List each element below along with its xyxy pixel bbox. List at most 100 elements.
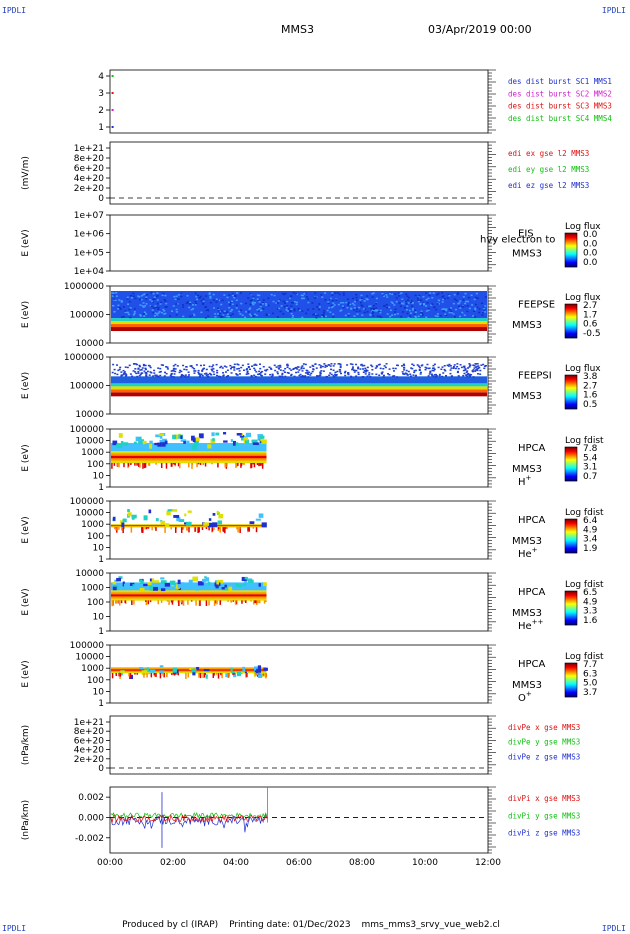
corner-label-bl: IPDLI <box>2 924 27 933</box>
panel-hpca_o-spacecraft: MMS3 <box>512 680 542 691</box>
panel-hpca_hepp-inst: HPCA <box>518 587 546 598</box>
x-tick-label: 12:00 <box>475 858 501 868</box>
corner-label-tl: IPDLI <box>2 6 27 15</box>
panel-burst-right-ticks <box>488 69 496 134</box>
panel-edi-tick-label: 1e+21 <box>74 144 104 154</box>
panel-divpe-tick-label: 0 <box>98 764 104 774</box>
panel-feepse-inst: FEEPSE <box>518 300 555 311</box>
panel-burst-legend-1: des dist burst SC1 MMS1 <box>508 77 612 86</box>
panel-burst-point <box>111 75 114 77</box>
x-tick-label: 02:00 <box>160 858 186 868</box>
panel-divpe-tick-label: 2e+20 <box>74 755 105 765</box>
panel-hpca_o-right-ticks <box>488 644 496 704</box>
panel-eis-frame <box>109 214 489 272</box>
panel-eis-right-ticks <box>488 214 496 272</box>
panel-hpca_o-cbar-title: Log fdist <box>565 652 604 662</box>
panel-hpca_o-frame <box>109 644 489 704</box>
panel-feepse <box>109 285 489 344</box>
footer: Produced by cl (IRAP) Printing date: 01/… <box>0 920 630 930</box>
panel-feepse-right-ticks <box>488 285 496 344</box>
panel-feepse-spacecraft: MMS3 <box>512 320 542 331</box>
panel-feepsi-tick-label: 1000000 <box>64 353 104 363</box>
panel-hpca_o-species: O+ <box>518 690 532 704</box>
x-tick-label: 06:00 <box>286 858 312 868</box>
panel-divpi <box>109 786 489 854</box>
panel-burst-point <box>111 109 114 111</box>
panel-divpi-right-ticks <box>488 786 496 854</box>
panel-feepse-cbar-tick: 1.7 <box>583 310 597 320</box>
panel-edi-tick-label: 4e+20 <box>74 174 105 184</box>
panel-hpca_h-cbar-tick: 7.8 <box>583 444 598 454</box>
panel-feepsi-cbar-tick: 1.6 <box>583 391 598 401</box>
panel-hpca_hepp-cbar-tick: 4.9 <box>583 597 598 607</box>
corner-label-br: IPDLI <box>601 924 626 933</box>
panel-divpe-tick-label: 6e+20 <box>74 736 105 746</box>
panel-hpca_he-cbar-tick: 1.9 <box>583 544 598 554</box>
panel-hpca_o <box>109 644 489 704</box>
panel-hpca_hepp-tick-label: 100 <box>87 598 104 608</box>
panel-eis-tick-label: 1e+06 <box>74 230 105 240</box>
footer-produced: Produced by cl (IRAP) <box>122 920 219 930</box>
panel-feepsi-tick-label: 100000 <box>70 382 105 392</box>
panel-hpca_he-tick-label: 10000 <box>75 509 104 519</box>
panel-burst-frame <box>109 69 489 134</box>
panel-hpca_hepp-ylabel: E (eV) <box>21 588 31 615</box>
panel-divpe-ylabel: (nPa/km) <box>21 725 31 765</box>
panel-edi <box>109 141 489 205</box>
panel-edi-tick-label: 2e+20 <box>74 184 105 194</box>
panel-burst <box>109 69 489 134</box>
panel-hpca_hepp-frame <box>109 572 489 632</box>
panel-divpe-legend-3: divPe z gse MMS3 <box>508 752 580 761</box>
panel-edi-legend-3: edi ez gse l2 MMS3 <box>508 181 589 190</box>
panel-burst-legend-4: des dist burst SC4 MMS4 <box>508 114 612 123</box>
panel-hpca_h-tick-label: 1000 <box>81 448 104 458</box>
panel-hpca_hepp-spacecraft: MMS3 <box>512 608 542 619</box>
panel-eis-inst: EIS <box>518 228 534 239</box>
panel-feepsi-tick-label: 10000 <box>75 410 104 420</box>
panel-hpca_h-tick-label: 10000 <box>75 437 104 447</box>
x-tick-label: 00:00 <box>97 858 123 868</box>
panel-hpca_hepp-heatmap <box>111 576 267 607</box>
panel-hpca_h-colorbar <box>564 446 578 482</box>
panel-divpi-legend-3: divPi z gse MMS3 <box>508 829 580 838</box>
panel-edi-tick-label: 0 <box>98 194 104 204</box>
panel-feepse-cbar-title: Log flux <box>565 293 601 303</box>
panel-burst-tick-label: 2 <box>98 106 104 116</box>
panel-hpca_he-frame <box>109 500 489 560</box>
panel-hpca_h-species-charge: + <box>526 474 532 482</box>
footer-printing: Printing date: 01/Dec/2023 <box>229 920 351 930</box>
panel-hpca_h-cbar-tick: 5.4 <box>583 453 598 463</box>
panel-divpi-legend-1: divPi x gse MMS3 <box>508 794 580 803</box>
panel-feepse-tick-label: 10000 <box>75 339 104 349</box>
panel-feepsi-cbar-tick: 3.8 <box>583 372 598 382</box>
panel-eis-cbar-tick: 0.0 <box>583 230 598 240</box>
panel-hpca_h-cbar-tick: 3.1 <box>583 463 597 473</box>
date-title: 03/Apr/2019 00:00 <box>428 23 532 36</box>
panel-hpca_o-cbar-tick: 3.7 <box>583 688 597 698</box>
panel-hpca_hepp-right-ticks <box>488 572 496 632</box>
panel-divpi-tick-label: 0.000 <box>78 813 104 823</box>
panel-hpca_h-heatmap <box>111 432 267 469</box>
panel-eis <box>109 214 489 272</box>
panel-hpca_he <box>109 500 489 560</box>
panel-feepse-tick-label: 100000 <box>70 311 105 321</box>
panel-feepsi <box>109 356 489 415</box>
panel-divpi-ylabel: (nPa/km) <box>21 800 31 840</box>
panel-hpca_he-inst: HPCA <box>518 515 546 526</box>
panel-hpca_he-tick-label: 1000 <box>81 520 104 530</box>
panel-hpca_he-tick-label: 1 <box>98 555 104 565</box>
x-tick-label: 10:00 <box>412 858 438 868</box>
panel-hpca_he-tick-label: 10 <box>93 543 105 553</box>
panel-divpe-frame <box>109 715 489 775</box>
panel-eis-spacecraft: MMS3 <box>512 248 542 259</box>
panel-hpca_hepp-species-charge: ++ <box>532 618 544 626</box>
panel-hpca_o-heatmap <box>111 665 268 680</box>
panel-burst-tick-label: 1 <box>98 123 104 133</box>
panel-hpca_h-cbar-title: Log fdist <box>565 436 604 446</box>
panel-edi-frame <box>109 141 489 205</box>
panel-divpe-tick-label: 1e+21 <box>74 718 104 728</box>
panel-burst-legend-2: des dist burst SC2 MMS2 <box>508 89 612 98</box>
panel-burst-point <box>111 92 114 94</box>
panel-eis-cbar-tick: 0.0 <box>583 249 598 259</box>
